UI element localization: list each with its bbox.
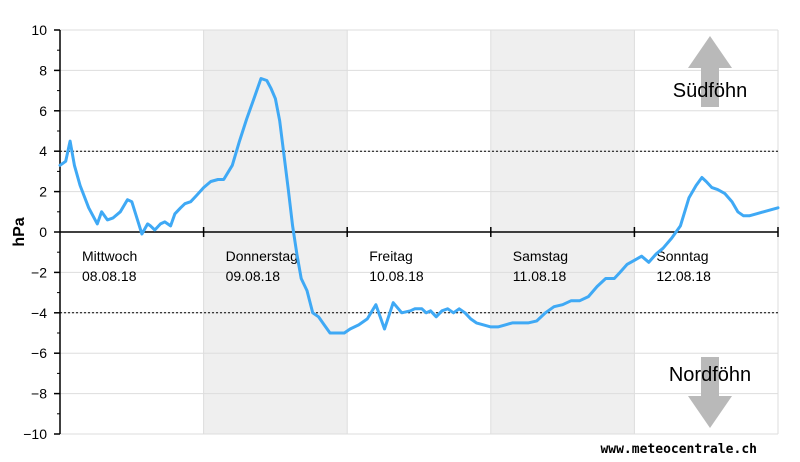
- y-tick-label: 0: [39, 224, 47, 240]
- y-tick-label: −10: [23, 426, 47, 442]
- suedfoehn-label: Südföhn: [673, 80, 748, 102]
- y-tick-label: 6: [39, 103, 47, 119]
- axes: 10 8 6 4 2 0 −2 −4 −6 −8 −10: [23, 22, 779, 442]
- credit-text: www.meteocentrale.ch: [600, 442, 757, 457]
- nordfoehn-label: Nordföhn: [669, 364, 751, 386]
- day-date: 10.08.18: [369, 268, 424, 284]
- day-name: Mittwoch: [82, 248, 137, 264]
- day-name: Freitag: [369, 248, 413, 264]
- y-tick-label: 2: [39, 184, 47, 200]
- day-name: Donnerstag: [226, 248, 298, 264]
- day-labels: Mittwoch 08.08.18 Donnerstag 09.08.18 Freita…: [82, 248, 711, 284]
- series-layer: [58, 77, 780, 335]
- y-tick-label: −6: [31, 345, 47, 361]
- y-axis-title: hPa: [11, 217, 28, 246]
- y-tick-label: 8: [39, 62, 47, 78]
- day-date: 11.08.18: [513, 268, 567, 284]
- series-line-0: [58, 77, 780, 335]
- y-tick-label: −4: [31, 305, 47, 321]
- y-tick-label: 4: [39, 143, 47, 159]
- y-tick-label: −2: [31, 264, 47, 280]
- foehn-arrows: [688, 36, 732, 428]
- day-name: Samstag: [513, 248, 568, 264]
- up-arrow-icon: [688, 36, 732, 107]
- y-tick-label: −8: [31, 386, 47, 402]
- day-date: 08.08.18: [82, 268, 137, 284]
- day-date: 09.08.18: [226, 268, 281, 284]
- day-name: Sonntag: [656, 248, 708, 264]
- y-tick-label: 10: [31, 22, 47, 38]
- day-date: 12.08.18: [656, 268, 711, 284]
- down-arrow-icon: [688, 357, 732, 428]
